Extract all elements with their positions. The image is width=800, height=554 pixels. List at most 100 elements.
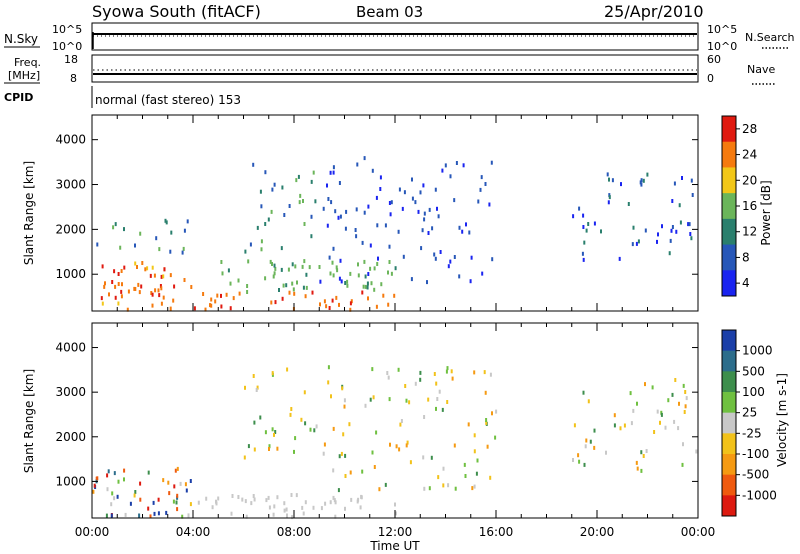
data-cell	[124, 512, 127, 517]
data-cell	[660, 410, 663, 415]
data-cell	[411, 177, 413, 182]
data-cell	[327, 197, 330, 201]
data-cell	[388, 244, 391, 249]
data-cell	[388, 260, 391, 264]
data-cell	[445, 369, 448, 374]
data-cell	[155, 236, 158, 241]
data-cell	[690, 178, 693, 183]
data-cell	[139, 231, 142, 236]
data-cell	[484, 390, 487, 395]
data-cell	[338, 302, 340, 307]
data-cell	[111, 491, 114, 496]
data-cell	[319, 279, 322, 284]
data-cell	[642, 454, 645, 458]
data-cell	[434, 187, 437, 192]
data-cell	[477, 199, 480, 204]
data-cell	[389, 212, 392, 217]
data-cell	[681, 462, 684, 467]
data-cell	[333, 498, 336, 503]
data-cell	[387, 375, 390, 380]
data-cell	[640, 178, 643, 183]
data-cell	[346, 283, 349, 288]
data-cell	[114, 295, 117, 300]
data-cell	[158, 247, 161, 252]
data-cell	[221, 271, 224, 276]
colorbar-frame	[721, 329, 737, 517]
data-cell	[123, 468, 126, 473]
data-cell	[290, 493, 293, 497]
data-cell	[350, 497, 353, 502]
data-cell	[147, 470, 150, 475]
data-cell	[454, 486, 457, 491]
data-cell	[455, 161, 458, 165]
colorbar-segment	[722, 392, 736, 414]
velocity-x-ticks	[91, 323, 699, 518]
data-cell	[96, 242, 99, 247]
x-tick-label: 16:00	[479, 525, 514, 539]
data-cell	[434, 256, 437, 261]
data-cell	[484, 182, 487, 186]
data-cell	[134, 243, 136, 248]
data-cell	[216, 293, 219, 298]
data-cell	[300, 417, 303, 422]
data-cell	[674, 378, 677, 382]
data-cell	[164, 218, 167, 223]
data-cell	[341, 386, 344, 391]
data-cell	[359, 505, 362, 510]
data-cell	[678, 203, 681, 208]
data-cell	[573, 423, 576, 428]
data-cell	[338, 181, 341, 185]
data-cell	[364, 284, 367, 289]
y-tick-label: 1000	[55, 474, 86, 488]
data-cell	[357, 262, 359, 267]
data-cell	[640, 468, 643, 473]
data-cell	[387, 302, 390, 307]
data-cell	[671, 392, 674, 397]
data-cell	[687, 222, 690, 227]
data-cell	[337, 215, 340, 220]
data-cell	[185, 488, 188, 493]
data-cell	[632, 225, 635, 230]
data-cell	[475, 471, 478, 476]
colorbar-segment	[722, 495, 736, 517]
data-cell	[364, 403, 367, 408]
freq-tick-low: 8	[70, 72, 77, 85]
data-cell	[462, 163, 465, 168]
data-cell	[162, 478, 165, 483]
data-cell	[294, 264, 297, 269]
data-cell	[423, 217, 426, 222]
data-cell	[469, 279, 472, 284]
data-cell	[274, 430, 277, 434]
data-cell	[324, 501, 327, 506]
data-cell	[384, 482, 387, 487]
data-cell	[260, 247, 263, 252]
data-cell	[682, 442, 684, 447]
data-cell	[337, 488, 340, 493]
data-cell	[339, 214, 342, 219]
data-cell	[589, 439, 592, 444]
data-cell	[183, 228, 186, 233]
data-cell	[473, 484, 476, 489]
data-cell	[627, 202, 630, 206]
x-axis-tick-labels: 00:00 04:00 08:00 12:00 16:00 20:00 00:00	[75, 525, 716, 539]
data-cell	[398, 187, 401, 192]
power-colorbar-tick-label: 28	[742, 122, 757, 136]
data-cell	[366, 285, 369, 290]
data-cell	[271, 427, 274, 432]
data-cell	[151, 292, 154, 297]
data-cell	[449, 259, 452, 264]
data-cell	[631, 242, 634, 247]
x-tick-label: 12:00	[378, 525, 413, 539]
x-axis-label: Time UT	[369, 539, 420, 553]
data-cell	[369, 266, 372, 271]
data-cell	[348, 422, 351, 427]
colorbar-segment	[722, 350, 736, 372]
data-cell	[414, 200, 417, 205]
data-cell	[427, 397, 430, 402]
data-cell	[465, 222, 467, 227]
nsearch-tick-high: 10^5	[707, 23, 737, 36]
data-cell	[137, 282, 140, 287]
data-cell	[632, 408, 635, 413]
data-cell	[117, 282, 120, 286]
